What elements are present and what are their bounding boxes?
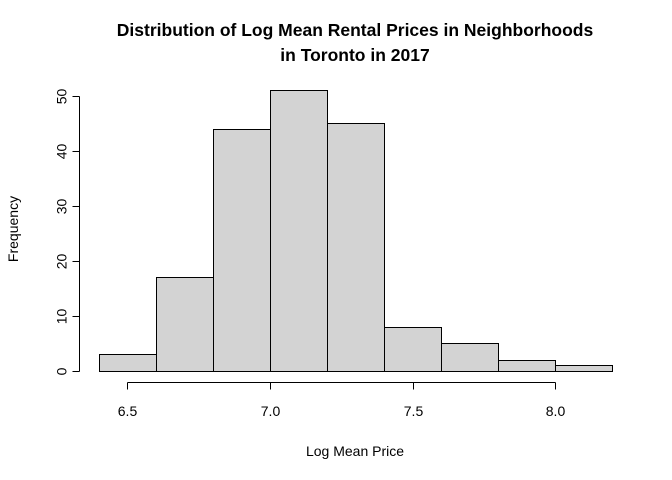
histogram-bar bbox=[498, 360, 556, 372]
x-axis: 6.5 7.0 7.5 8.0 bbox=[118, 382, 566, 419]
x-tick-label: 7.5 bbox=[404, 403, 424, 419]
histogram-bar bbox=[270, 90, 328, 372]
x-tick-label: 6.5 bbox=[118, 403, 138, 419]
chart-title-line-2: in Toronto in 2017 bbox=[280, 45, 429, 65]
histogram-bar bbox=[555, 365, 613, 372]
x-tick-label: 8.0 bbox=[546, 403, 566, 419]
y-tick-label: 10 bbox=[54, 309, 70, 325]
y-axis-label: Frequency bbox=[5, 196, 21, 262]
y-tick-label: 0 bbox=[54, 367, 70, 375]
y-axis: 0 10 20 30 40 50 bbox=[54, 89, 80, 375]
histogram-bar bbox=[99, 354, 157, 372]
x-tick-label: 7.0 bbox=[261, 403, 281, 419]
y-tick-label: 20 bbox=[54, 254, 70, 270]
histogram-bar bbox=[384, 327, 442, 372]
x-axis-label: Log Mean Price bbox=[306, 443, 404, 459]
y-tick-label: 40 bbox=[54, 144, 70, 160]
histogram-bar bbox=[441, 343, 499, 372]
bars-group bbox=[99, 90, 613, 372]
y-tick-label: 50 bbox=[54, 89, 70, 105]
histogram-bar bbox=[327, 123, 385, 372]
chart-title-line-1: Distribution of Log Mean Rental Prices i… bbox=[117, 20, 594, 40]
y-tick-label: 30 bbox=[54, 199, 70, 215]
histogram-bar bbox=[213, 129, 271, 372]
histogram-bar bbox=[156, 277, 214, 372]
